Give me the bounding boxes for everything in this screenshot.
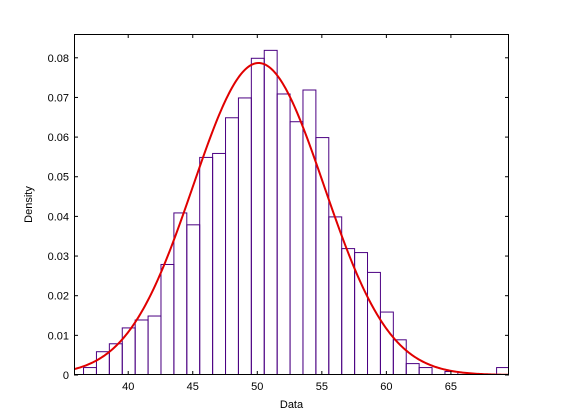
y-tick-label: 0.08 <box>48 53 69 65</box>
x-tick-label: 60 <box>380 381 392 393</box>
y-axis-label: Density <box>23 186 35 223</box>
y-axis-ticks: 0 0.01 0.02 0.03 0.04 0.05 0.06 0.07 0.08 <box>48 53 509 382</box>
normal-fit-curve <box>74 61 509 375</box>
y-tick-label: 0.04 <box>48 211 69 223</box>
y-tick-label: 0.02 <box>48 291 69 303</box>
histogram-bar <box>418 367 433 375</box>
y-tick-label: 0 <box>63 370 69 382</box>
x-tick-label: 40 <box>122 381 134 393</box>
plot-frame <box>74 34 509 375</box>
y-tick-label: 0.03 <box>48 251 69 263</box>
y-tick-label: 0.01 <box>48 330 69 342</box>
histogram-bar <box>392 339 407 375</box>
x-tick-label: 50 <box>251 381 263 393</box>
x-axis-label: Data <box>280 399 304 411</box>
x-tick-label: 65 <box>445 381 457 393</box>
x-tick-label: 55 <box>316 381 328 393</box>
plot-area <box>74 34 509 375</box>
x-tick-label: 45 <box>187 381 199 393</box>
x-axis-ticks: 40 45 50 55 60 65 <box>122 34 457 393</box>
y-tick-label: 0.05 <box>48 172 69 184</box>
histogram-bar <box>496 367 509 375</box>
y-tick-label: 0.07 <box>48 92 69 104</box>
y-tick-label: 0.06 <box>48 132 69 144</box>
